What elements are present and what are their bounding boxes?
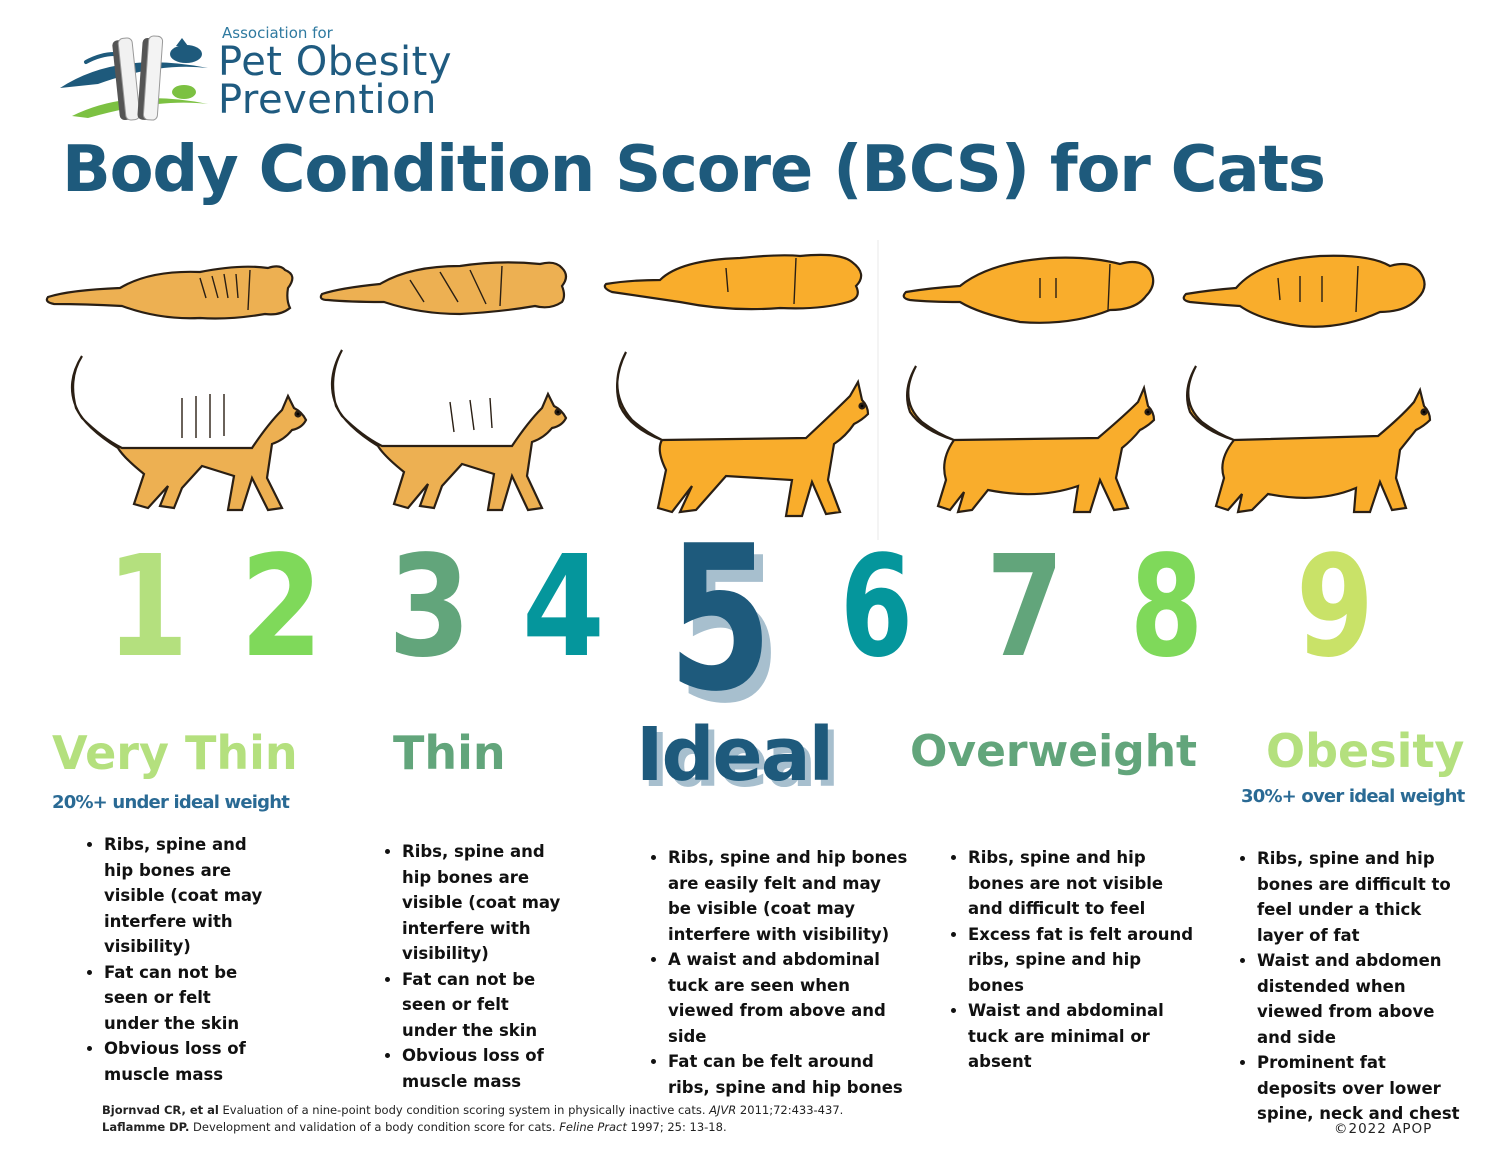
list-item: Waist and abdomen distended when viewed … bbox=[1257, 948, 1467, 1050]
cat-top-view-5 bbox=[603, 253, 863, 311]
score-1: 1 bbox=[106, 526, 189, 689]
cat-side-view-1 bbox=[71, 355, 308, 512]
reference-2: Laflamme DP. Development and validation … bbox=[102, 1120, 727, 1134]
list-item: Obvious loss of muscle mass bbox=[402, 1043, 562, 1094]
score-3: 3 bbox=[388, 526, 471, 689]
apop-logo bbox=[58, 22, 478, 122]
score-4: 4 bbox=[522, 526, 605, 689]
list-item: Prominent fat deposits over lower spine,… bbox=[1257, 1050, 1467, 1127]
references: Bjornvad CR, et al Evaluation of a nine-… bbox=[102, 1102, 843, 1136]
list-item: Ribs, spine and hip bones are not visibl… bbox=[968, 845, 1193, 922]
very-thin-subtitle: 20%+ under ideal weight bbox=[52, 792, 290, 813]
collar-dog-cat-logo-icon bbox=[60, 35, 208, 121]
list-item: Ribs, spine and hip bones are visible (c… bbox=[104, 832, 264, 960]
cat-top-view-9 bbox=[1182, 254, 1426, 328]
list-item: Ribs, spine and hip bones are difficult … bbox=[1257, 846, 1467, 948]
category-thin: Thin bbox=[393, 726, 506, 780]
list-item: A waist and abdominal tuck are seen when… bbox=[668, 947, 908, 1049]
obesity-subtitle: 30%+ over ideal weight bbox=[1241, 786, 1465, 807]
logo-association-for: Association for bbox=[222, 24, 333, 42]
cat-side-view-5 bbox=[615, 351, 870, 518]
list-item: Obvious loss of muscle mass bbox=[104, 1036, 264, 1087]
logo-prevention: Prevention bbox=[218, 77, 437, 123]
logo-pet-obesity: Pet Obesity bbox=[218, 39, 452, 85]
score-9: 9 bbox=[1296, 526, 1374, 689]
cat-side-view-3 bbox=[331, 349, 568, 512]
score-6: 6 bbox=[840, 526, 914, 689]
list-item: Fat can not be seen or felt under the sk… bbox=[402, 967, 562, 1044]
category-very-thin: Very Thin bbox=[52, 726, 298, 780]
cat-side-view-9 bbox=[1185, 365, 1432, 514]
copyright: ©2022 APOP bbox=[1334, 1121, 1433, 1137]
list-item: Fat can be felt around ribs, spine and h… bbox=[668, 1049, 908, 1100]
reference-1: Bjornvad CR, et al Evaluation of a nine-… bbox=[102, 1103, 844, 1117]
very-thin-criteria: Ribs, spine and hip bones are visible (c… bbox=[82, 832, 264, 1087]
cat-top-view-3 bbox=[319, 261, 568, 316]
list-item: Fat can not be seen or felt under the sk… bbox=[104, 960, 264, 1037]
list-item: Ribs, spine and hip bones are visible (c… bbox=[402, 839, 562, 967]
score-8: 8 bbox=[1130, 526, 1204, 689]
category-overweight: Overweight bbox=[910, 726, 1198, 777]
cat-side-view-7 bbox=[905, 365, 1156, 514]
score-7: 7 bbox=[986, 526, 1064, 689]
obesity-criteria: Ribs, spine and hip bones are difficult … bbox=[1235, 846, 1467, 1127]
overweight-criteria: Ribs, spine and hip bones are not visibl… bbox=[946, 845, 1193, 1075]
category-ideal: Ideal bbox=[636, 712, 834, 798]
score-2: 2 bbox=[240, 526, 323, 689]
score-5: 5 bbox=[668, 503, 773, 736]
list-item: Excess fat is felt around ribs, spine an… bbox=[968, 922, 1193, 999]
cat-top-view-1 bbox=[45, 265, 294, 320]
ideal-criteria: Ribs, spine and hip bones are easily fel… bbox=[646, 845, 908, 1100]
list-item: Waist and abdominal tuck are minimal or … bbox=[968, 998, 1193, 1075]
list-item: Ribs, spine and hip bones are easily fel… bbox=[668, 845, 908, 947]
category-obesity: Obesity bbox=[1266, 724, 1465, 778]
page-title: Body Condition Score (BCS) for Cats bbox=[62, 133, 1326, 207]
thin-criteria: Ribs, spine and hip bones are visible (c… bbox=[380, 839, 562, 1094]
cat-illustrations bbox=[45, 240, 1432, 540]
cat-top-view-7 bbox=[902, 256, 1155, 324]
